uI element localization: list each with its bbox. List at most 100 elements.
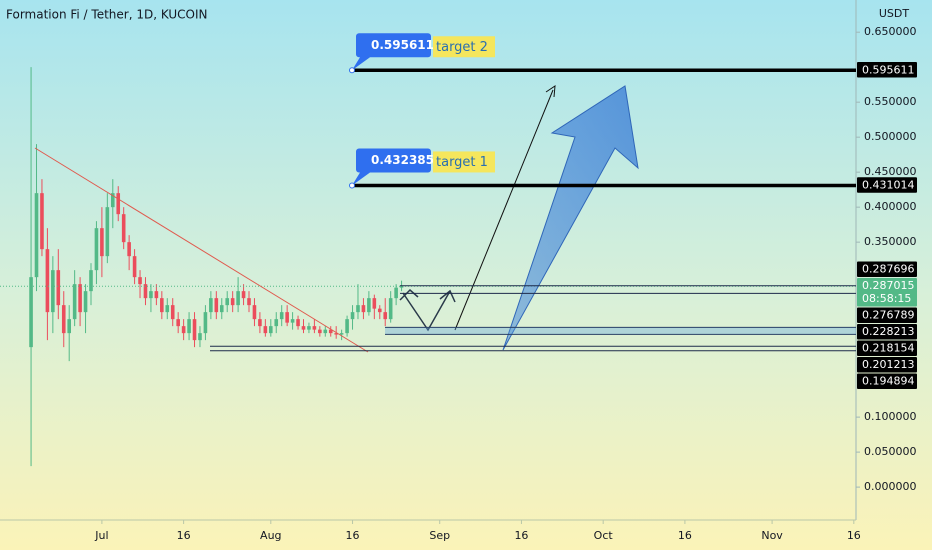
support-zone (385, 327, 856, 335)
candle-body (170, 305, 175, 320)
y-tick-label: 0.100000 (864, 410, 917, 423)
candle-body (323, 329, 328, 334)
x-tick-label: Jul (94, 529, 108, 542)
callout-bubble (352, 33, 431, 71)
callout-bubble (352, 148, 431, 186)
candle-body (399, 286, 404, 288)
candle-body (372, 298, 377, 309)
candle-body (394, 287, 398, 299)
candle-body (67, 319, 71, 334)
candle-body (383, 312, 388, 320)
callout-label-bg (433, 36, 495, 58)
x-tick-label: Oct (594, 529, 614, 542)
x-tick-label: 16 (177, 529, 191, 542)
candle-body (40, 193, 44, 250)
candle-body (94, 228, 99, 271)
candle-body (51, 270, 55, 313)
candle-body (154, 291, 159, 299)
candle-body (165, 305, 170, 313)
candle-body (110, 193, 115, 208)
candle-body (203, 312, 208, 334)
x-tick-label: Sep (429, 529, 450, 542)
candle-body (209, 298, 213, 313)
candle-body (241, 291, 246, 299)
candle-body (121, 214, 126, 243)
candle-body (279, 312, 284, 320)
candle-body (78, 284, 82, 313)
arrow-line (454, 89, 554, 331)
target-tag-bg (857, 62, 917, 78)
candle-body (160, 298, 164, 313)
level-tag-bg (857, 340, 917, 356)
level-tag-bg (857, 356, 917, 373)
y-tick-label: 0.450000 (864, 165, 917, 178)
x-tick-label: Aug (260, 529, 281, 542)
target-tag: 0.431014 (862, 178, 915, 191)
candle-body (187, 319, 191, 334)
candle-body (143, 284, 148, 299)
current-price-tag: 0.287015 (862, 279, 915, 292)
candle-body (312, 326, 317, 330)
level-tag-bg (857, 323, 917, 340)
zigzag-projection (402, 290, 451, 332)
x-tick-label: Nov (761, 529, 783, 542)
candle-body (269, 326, 273, 334)
candle-body (61, 305, 66, 334)
candle-body (225, 298, 230, 306)
candle-body (367, 298, 371, 313)
candle-body (29, 277, 33, 348)
candle-body (290, 319, 295, 323)
candle-body (176, 319, 180, 327)
candle-body (301, 326, 306, 330)
candle-body (274, 319, 279, 327)
candle-body (132, 256, 137, 278)
level-tag: 0.287696 (862, 263, 915, 276)
callout-label: target 1 (436, 155, 488, 170)
candle-body (285, 312, 289, 323)
callout-price: 0.595611 (371, 38, 434, 52)
target-tag: 0.595611 (862, 63, 915, 76)
trend-line (34, 147, 369, 353)
level-tag-bg (857, 261, 917, 277)
x-tick-label: 16 (514, 529, 528, 542)
y-tick-label: 0.000000 (864, 480, 917, 493)
candle-body (350, 312, 355, 320)
candle-body (89, 270, 93, 292)
candle-body (34, 193, 39, 278)
candle-body (356, 305, 360, 313)
candle-body (219, 305, 224, 313)
x-tick-label: 16 (346, 529, 360, 542)
countdown-tag: 08:58:15 (862, 292, 911, 305)
candle-body (198, 333, 202, 341)
chart-title: Formation Fi / Tether, 1D, KUCOIN (6, 8, 208, 22)
level-tag-bg (857, 373, 917, 389)
candle-body (334, 333, 338, 335)
callout-label: target 2 (436, 40, 488, 55)
level-tag: 0.201213 (862, 358, 915, 371)
zigzag-arrow-head (399, 288, 419, 301)
candle-body (83, 291, 88, 313)
candle-body (100, 228, 104, 257)
candle-body (361, 305, 366, 313)
level-tag: 0.228213 (862, 325, 915, 338)
big-arrow (502, 85, 639, 351)
candle-body (388, 298, 393, 320)
x-tick-label: 16 (678, 529, 692, 542)
arrow-head (545, 85, 556, 98)
current-price-tag-bg (857, 277, 917, 294)
candle-body (263, 326, 268, 334)
y-tick-label: 0.400000 (864, 200, 917, 213)
candle-body (318, 329, 322, 334)
candle-body (72, 284, 77, 320)
y-tick-label: 0.650000 (864, 25, 917, 38)
candle-body (105, 207, 110, 257)
candle-body (377, 308, 382, 313)
y-tick-label: 0.500000 (864, 130, 917, 143)
level-tag: 0.276789 (862, 309, 915, 322)
overlay: 0.595611 target 2 0.432385 target 1 (210, 33, 856, 352)
candle-body (307, 326, 311, 330)
candle-body (296, 319, 300, 327)
y-tick-label: 0.050000 (864, 445, 917, 458)
candle-body (181, 326, 186, 334)
callout-anchor (349, 67, 355, 74)
